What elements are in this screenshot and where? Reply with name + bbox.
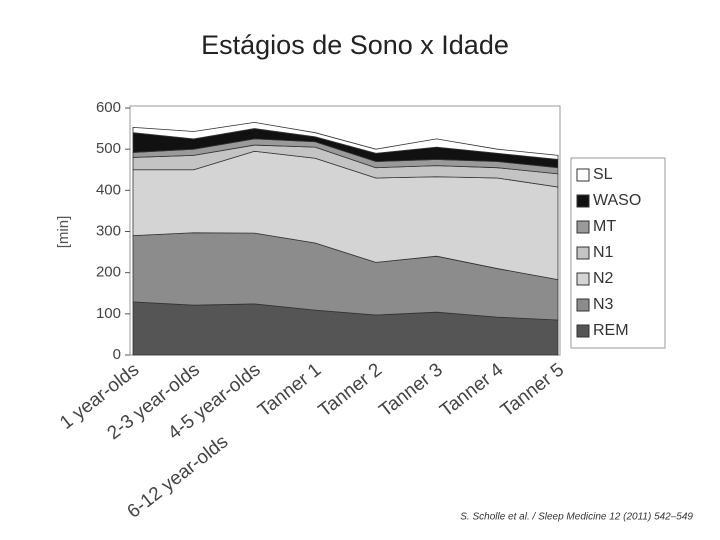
legend-label: WASO xyxy=(593,192,641,209)
x-tick-label: Tanner 3 xyxy=(376,359,447,421)
legend-swatch xyxy=(576,272,590,286)
group-label: 6-12 year-olds xyxy=(124,431,233,522)
y-tick-label: 600 xyxy=(96,99,121,116)
legend-label: N1 xyxy=(593,244,614,261)
legend-swatch xyxy=(576,246,590,260)
legend-swatch xyxy=(576,298,590,312)
y-tick-label: 100 xyxy=(96,305,121,322)
x-tick-label: Tanner 2 xyxy=(315,359,386,421)
x-tick-label: Tanner 4 xyxy=(436,359,508,421)
legend-swatch xyxy=(576,220,590,234)
x-tick-label: Tanner 1 xyxy=(254,359,325,421)
y-tick-label: 0 xyxy=(113,346,121,363)
legend-label: N3 xyxy=(593,296,614,313)
legend-label: N2 xyxy=(593,270,614,287)
y-tick-label: 400 xyxy=(96,181,121,198)
legend-swatch xyxy=(576,168,590,182)
chart-title: Estágios de Sono x Idade xyxy=(201,30,509,60)
legend-swatch xyxy=(576,324,590,338)
source: S. Scholle et al. / Sleep Medicine 12 (2… xyxy=(460,512,693,523)
legend-label: MT xyxy=(593,218,616,235)
x-tick-label: Tanner 5 xyxy=(497,359,568,421)
legend-label: SL xyxy=(593,166,613,183)
legend-swatch xyxy=(576,194,590,208)
y-tick-label: 200 xyxy=(96,264,121,281)
y-tick-label: 500 xyxy=(96,140,121,157)
y-tick-label: 300 xyxy=(96,222,121,239)
legend-label: REM xyxy=(593,322,629,339)
y-axis-label: [min] xyxy=(55,216,72,249)
area xyxy=(132,122,559,160)
